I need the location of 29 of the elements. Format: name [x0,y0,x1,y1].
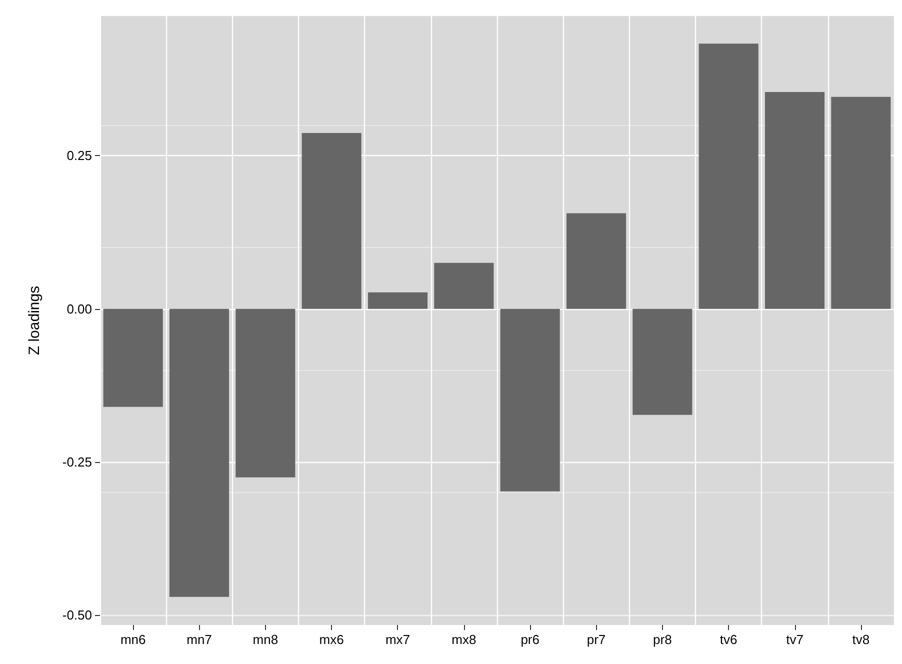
x-tick-label: mx6 [319,632,344,647]
bar [103,308,163,407]
x-tick-label: tv7 [786,632,804,647]
x-tick-label: pr7 [586,632,606,647]
y-tick-label: 0.00 [66,301,92,316]
bar [764,92,825,309]
x-tick-label: mn8 [252,632,278,647]
bar [698,44,758,309]
bar [566,213,626,309]
x-tick-label: mx8 [452,632,476,647]
y-axis-title: Z loadings [26,286,43,356]
bar [500,308,560,492]
bar [831,96,891,309]
x-tick-label: mn6 [120,632,146,647]
x-tick-label: pr6 [520,632,540,647]
x-tick-label: pr8 [653,632,672,647]
y-tick-label: -0.50 [62,608,92,623]
bar [434,262,494,309]
y-tick-label: 0.25 [66,148,92,164]
bar [302,133,362,309]
x-tick-label: tv6 [720,632,738,647]
x-tick-label: mn7 [186,632,212,647]
y-tick-label: -0.25 [62,454,92,470]
bar [632,308,692,415]
bar [169,308,230,597]
bar [368,292,428,309]
x-tick-label: tv8 [852,632,870,647]
x-tick-label: mx7 [385,632,410,647]
bar [236,308,296,478]
